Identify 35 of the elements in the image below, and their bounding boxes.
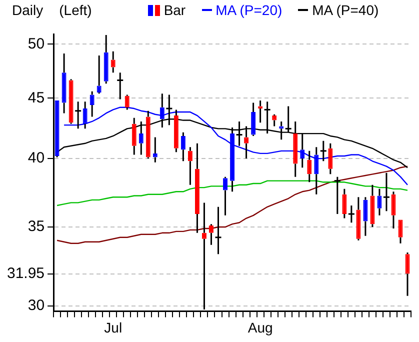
legend-label: MA (P=20) [216, 2, 282, 18]
y-tick-label: 30 [28, 297, 45, 314]
y-tick-label: 40 [28, 150, 45, 167]
chart-subtitle: (Left) [59, 2, 92, 18]
candlestick [104, 34, 108, 84]
y-tick-label: 45 [28, 89, 45, 106]
y-tick-label: 35 [28, 218, 45, 236]
candlestick [110, 50, 116, 74]
candlestick [96, 54, 102, 94]
candlestick [377, 188, 382, 216]
legend-label: Bar [164, 2, 186, 18]
candlestick [356, 196, 361, 242]
candlestick [272, 114, 277, 128]
candlestick [363, 196, 368, 237]
candlestick [188, 146, 192, 186]
x-tick-label: Jul [104, 319, 122, 336]
candlestick [342, 188, 347, 220]
y-tick-label: 31.95 [6, 264, 45, 282]
y-tick-label: 50 [28, 35, 45, 52]
candlestick [180, 132, 186, 162]
chart-title: Daily [12, 2, 44, 18]
candlestick [307, 150, 312, 183]
candlestick [258, 100, 263, 124]
candlestick [90, 90, 94, 118]
candlestick [194, 142, 200, 234]
candlestick [152, 136, 158, 164]
candlestick [370, 184, 375, 228]
candlestick [391, 190, 396, 230]
candlestick [62, 52, 66, 114]
legend-label: MA (P=40) [312, 2, 379, 18]
candlestick [68, 78, 74, 125]
candlestick [244, 126, 249, 160]
candlestick [223, 176, 228, 216]
candlestick [328, 142, 333, 175]
x-tick-label: Aug [248, 319, 273, 336]
